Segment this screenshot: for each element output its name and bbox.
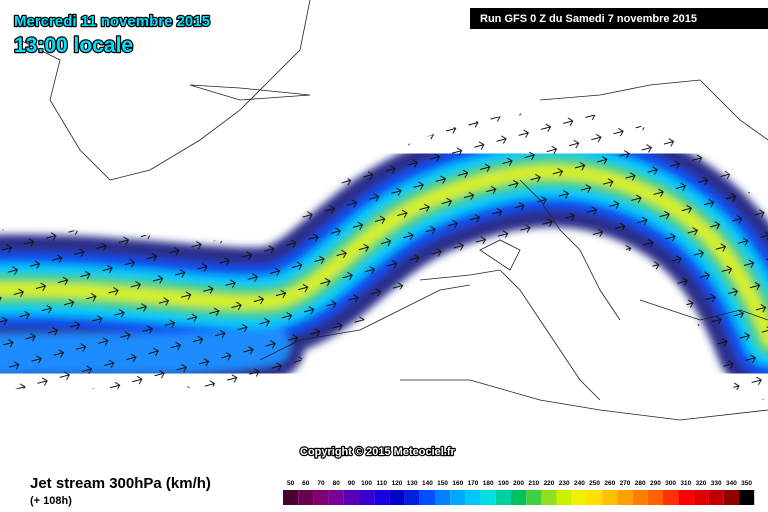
scale-label: 110 xyxy=(377,480,388,487)
scale-swatch xyxy=(389,490,405,505)
scale-label: 100 xyxy=(361,480,372,487)
scale-swatch xyxy=(374,490,390,505)
scale-swatch xyxy=(587,490,603,505)
scale-label: 190 xyxy=(498,480,509,487)
scale-swatch xyxy=(739,490,755,505)
scale-swatch xyxy=(495,490,511,505)
scale-swatch xyxy=(313,490,329,505)
scale-swatch xyxy=(526,490,542,505)
scale-swatch xyxy=(663,490,679,505)
scale-label: 330 xyxy=(711,480,722,487)
scale-swatch xyxy=(404,490,420,505)
scale-swatch xyxy=(343,490,359,505)
scale-label: 140 xyxy=(422,480,433,487)
scale-label: 210 xyxy=(528,480,539,487)
scale-label: 50 xyxy=(287,480,295,487)
scale-swatch xyxy=(283,490,299,505)
scale-label: 200 xyxy=(513,480,524,487)
scale-label: 60 xyxy=(302,480,310,487)
scale-label: 270 xyxy=(620,480,631,487)
scale-label: 250 xyxy=(589,480,600,487)
scale-swatch xyxy=(435,490,451,505)
scale-swatch xyxy=(465,490,481,505)
coastlines xyxy=(19,0,768,421)
scale-swatch xyxy=(511,490,527,505)
scale-swatch xyxy=(678,490,694,505)
scale-label: 170 xyxy=(468,480,479,487)
scale-label: 70 xyxy=(317,480,325,487)
scale-swatch xyxy=(632,490,648,505)
time-label: 13:00 locale xyxy=(14,34,133,57)
scale-label: 160 xyxy=(452,480,463,487)
scale-label: 230 xyxy=(559,480,570,487)
scale-label: 310 xyxy=(680,480,691,487)
scale-swatch xyxy=(723,490,739,505)
scale-label: 300 xyxy=(665,480,676,487)
scale-label: 290 xyxy=(650,480,661,487)
scale-label: 180 xyxy=(483,480,494,487)
scale-label: 320 xyxy=(696,480,707,487)
footer-lead: (+ 108h) xyxy=(30,495,72,507)
scale-swatch xyxy=(647,490,663,505)
scale-swatch xyxy=(450,490,466,505)
scale-swatch xyxy=(556,490,572,505)
scale-label: 350 xyxy=(741,480,752,487)
wind-arrows xyxy=(0,0,768,470)
scale-label: 240 xyxy=(574,480,585,487)
scale-label: 260 xyxy=(604,480,615,487)
scale-swatch xyxy=(693,490,709,505)
copyright: Copyright © 2015 Meteociel.fr xyxy=(300,446,456,458)
color-scale: 50 60 70 80 90 100 110 120 130 140 150 160 170 180 190… xyxy=(283,480,755,505)
scale-swatch xyxy=(617,490,633,505)
footer-title: Jet stream 300hPa (km/h) xyxy=(30,475,211,492)
scale-swatch xyxy=(419,490,435,505)
scale-swatch xyxy=(541,490,557,505)
scale-swatch xyxy=(359,490,375,505)
run-box xyxy=(470,8,768,29)
scale-label: 150 xyxy=(437,480,448,487)
scale-swatch xyxy=(602,490,618,505)
scale-label: 340 xyxy=(726,480,737,487)
scale-label: 120 xyxy=(392,480,403,487)
scale-label: 280 xyxy=(635,480,646,487)
scale-label: 80 xyxy=(333,480,341,487)
scale-swatch xyxy=(571,490,587,505)
scale-label: 220 xyxy=(544,480,555,487)
scale-swatch xyxy=(328,490,344,505)
scale-swatch xyxy=(480,490,496,505)
run-label: Run GFS 0 Z du Samedi 7 novembre 2015 xyxy=(480,13,697,25)
scale-swatch xyxy=(708,490,724,505)
scale-label: 90 xyxy=(348,480,356,487)
scale-label: 130 xyxy=(407,480,418,487)
date-label: Mercredi 11 novembre 2015 xyxy=(14,13,210,30)
scale-swatch xyxy=(298,490,314,505)
